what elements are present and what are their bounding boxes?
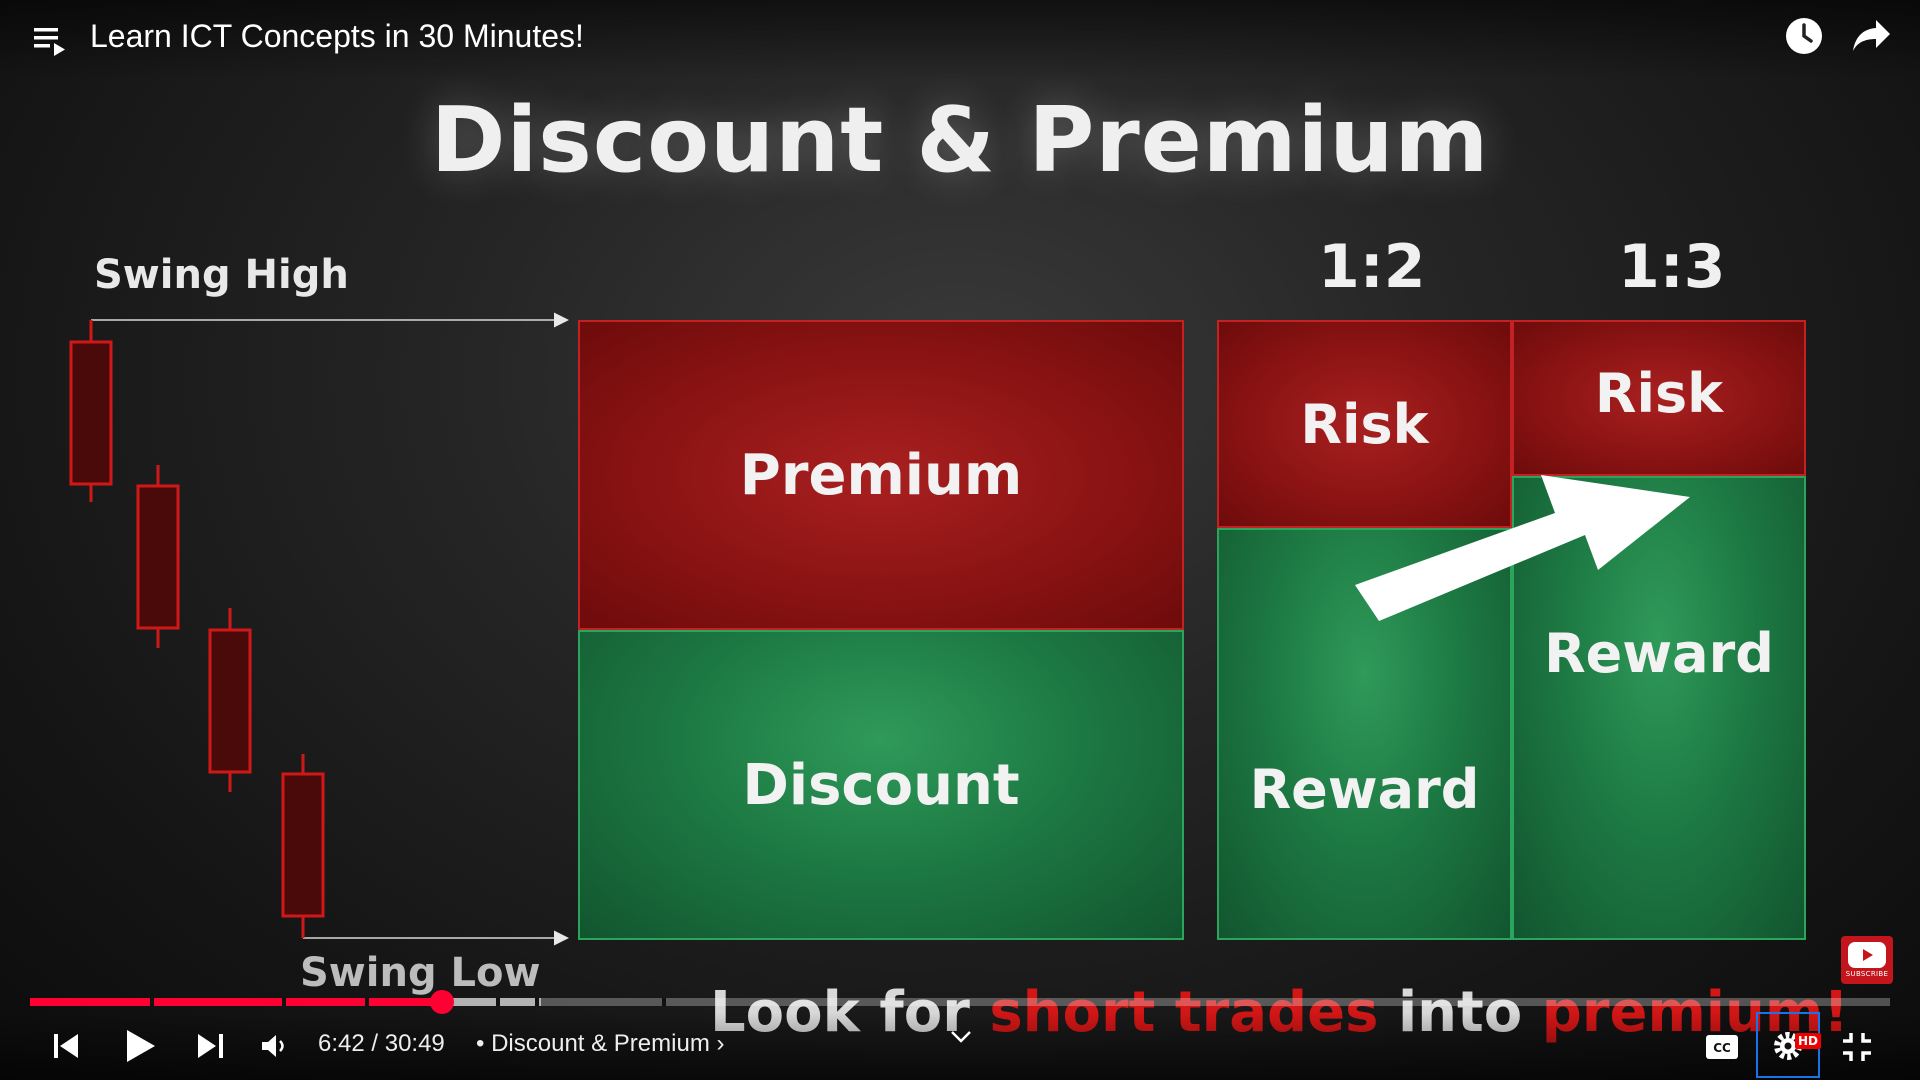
candle-4 [281, 754, 325, 938]
time-display: 6:42 / 30:49 [318, 1030, 445, 1057]
exit-fullscreen-icon[interactable] [1842, 1032, 1872, 1062]
risk-zone-1-2: Risk [1217, 320, 1512, 528]
captions-icon[interactable]: CC [1706, 1035, 1738, 1059]
svg-text:CC: CC [1713, 1041, 1731, 1055]
chapter-marker [365, 998, 369, 1006]
scrubber-handle[interactable] [430, 990, 454, 1014]
discount-zone: Discount [578, 630, 1184, 940]
subscribe-text: SUBSCRIBE [1845, 970, 1889, 978]
share-arrow-icon[interactable] [1852, 18, 1892, 54]
youtube-logo-icon [1848, 942, 1886, 968]
candle-3 [208, 608, 252, 792]
chapter-marker [150, 998, 154, 1006]
subscribe-watermark[interactable]: SUBSCRIBE [1841, 936, 1893, 984]
reward-zone-1-2: Reward [1217, 528, 1512, 940]
chapter-marker [535, 998, 539, 1006]
chapter-title: Discount & Premium [491, 1030, 710, 1057]
reward-zone-1-3: Reward [1512, 476, 1806, 940]
skip-previous-icon[interactable] [54, 1034, 80, 1058]
controls-bar [0, 1012, 1920, 1080]
top-bar: Learn ICT Concepts in 30 Minutes! [0, 0, 1920, 80]
progress-played [30, 998, 442, 1006]
playlist-icon[interactable] [34, 25, 68, 57]
reward-label: Reward [1249, 757, 1480, 821]
play-icon[interactable] [127, 1030, 155, 1062]
slide-title: Discount & Premium [430, 88, 1490, 193]
chevron-down-icon[interactable] [950, 1030, 972, 1044]
chapter-marker [282, 998, 286, 1006]
chapter-marker [662, 998, 666, 1006]
premium-label: Premium [739, 442, 1023, 508]
swing-low-label: Swing Low [300, 950, 541, 996]
ratio-label-1-2: 1:2 [1318, 232, 1426, 302]
video-title[interactable]: Learn ICT Concepts in 30 Minutes! [90, 18, 584, 54]
risk-label: Risk [1594, 361, 1724, 425]
reward-label: Reward [1544, 621, 1774, 685]
chapter-separator: • [476, 1030, 485, 1057]
upward-arrow-icon [1355, 475, 1690, 621]
skip-next-icon[interactable] [198, 1034, 224, 1058]
chapter-chevron: › [716, 1030, 725, 1057]
chapter-marker [496, 998, 500, 1006]
premium-zone: Premium [578, 320, 1184, 630]
volume-icon[interactable] [262, 1034, 292, 1058]
chapter-button[interactable]: • Discount & Premium › [476, 1030, 724, 1058]
progress-bar[interactable] [30, 998, 1890, 1006]
risk-zone-1-3: Risk [1512, 320, 1806, 476]
candle-1 [69, 320, 113, 502]
clock-icon[interactable] [1785, 17, 1823, 55]
candle-2 [136, 465, 180, 648]
discount-label: Discount [742, 752, 1020, 818]
risk-label: Risk [1300, 392, 1429, 456]
ratio-label-1-3: 1:3 [1618, 232, 1726, 302]
swing-high-label: Swing High [94, 252, 349, 298]
hd-badge: HD [1795, 1033, 1822, 1049]
